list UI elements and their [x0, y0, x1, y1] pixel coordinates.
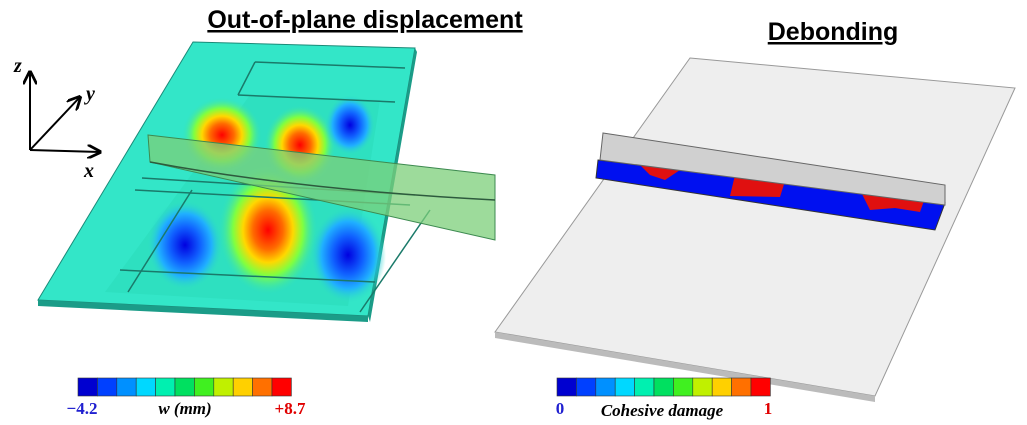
colorbar-max: 1 — [764, 399, 773, 418]
axes-triad — [30, 72, 100, 152]
axis-label-z: z — [13, 55, 22, 77]
right-plate — [494, 57, 1016, 402]
colorbar-left — [77, 377, 292, 397]
colorbar-label: w (mm) — [158, 399, 211, 418]
axis-label-y: y — [84, 83, 95, 105]
colorbar-right — [556, 377, 771, 397]
left-plate — [37, 41, 496, 322]
axis-label-x: x — [83, 160, 94, 182]
title-right: Debonding — [768, 18, 899, 46]
colorbar-min: 0 — [556, 399, 565, 418]
colorbar-min: −4.2 — [67, 399, 98, 418]
colorbar-label: Cohesive damage — [601, 401, 724, 420]
title-left: Out-of-plane displacement — [207, 6, 523, 34]
colorbar-max: +8.7 — [275, 399, 306, 418]
